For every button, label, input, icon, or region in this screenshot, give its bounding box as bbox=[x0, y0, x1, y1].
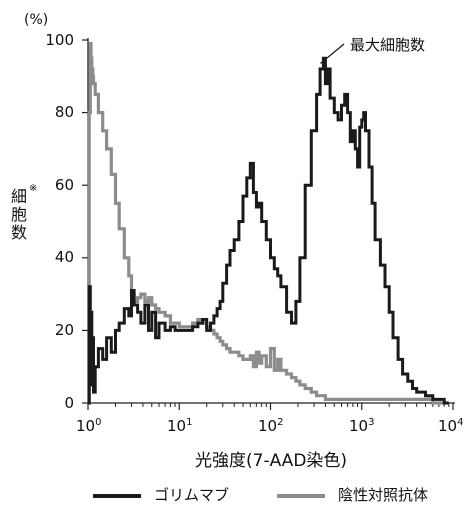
x-tick-label: 103 bbox=[349, 417, 375, 435]
legend-label-control: 陰性対照抗体 bbox=[338, 486, 429, 504]
x-tick-label: 100 bbox=[76, 417, 102, 435]
legend-swatch-golimumab bbox=[93, 494, 141, 498]
series-line-control bbox=[87, 42, 449, 405]
y-tick-label: 60 bbox=[54, 176, 74, 194]
legend-label-golimumab: ゴリムマブ bbox=[154, 486, 230, 504]
x-tick-label: 102 bbox=[258, 417, 284, 435]
series-layer bbox=[87, 42, 449, 405]
y-axis-label: 細 胞 数 bbox=[11, 188, 27, 242]
y-axis-label-char-1: 細 bbox=[11, 187, 28, 206]
legend-swatch-control bbox=[277, 494, 325, 498]
x-tick-label: 104 bbox=[438, 417, 464, 435]
x-axis-label: 光強度(7-AAD染色) bbox=[195, 451, 348, 471]
y-tick-label: 80 bbox=[54, 103, 74, 121]
x-tick-label: 101 bbox=[167, 417, 193, 435]
y-axis-label-mark: ※ bbox=[29, 183, 38, 194]
y-axis-unit: (%) bbox=[24, 12, 49, 28]
y-tick-label: 0 bbox=[64, 394, 74, 412]
y-tick-label: 20 bbox=[54, 321, 74, 339]
max-cell-annotation: 最大細胞数 bbox=[350, 36, 426, 54]
y-axis-label-char-3: 数 bbox=[11, 223, 28, 242]
y-axis-label-char-2: 胞 bbox=[11, 205, 28, 224]
series-line-golimumab bbox=[87, 56, 449, 405]
y-tick-label: 100 bbox=[45, 31, 74, 49]
y-tick-label: 40 bbox=[54, 248, 74, 266]
